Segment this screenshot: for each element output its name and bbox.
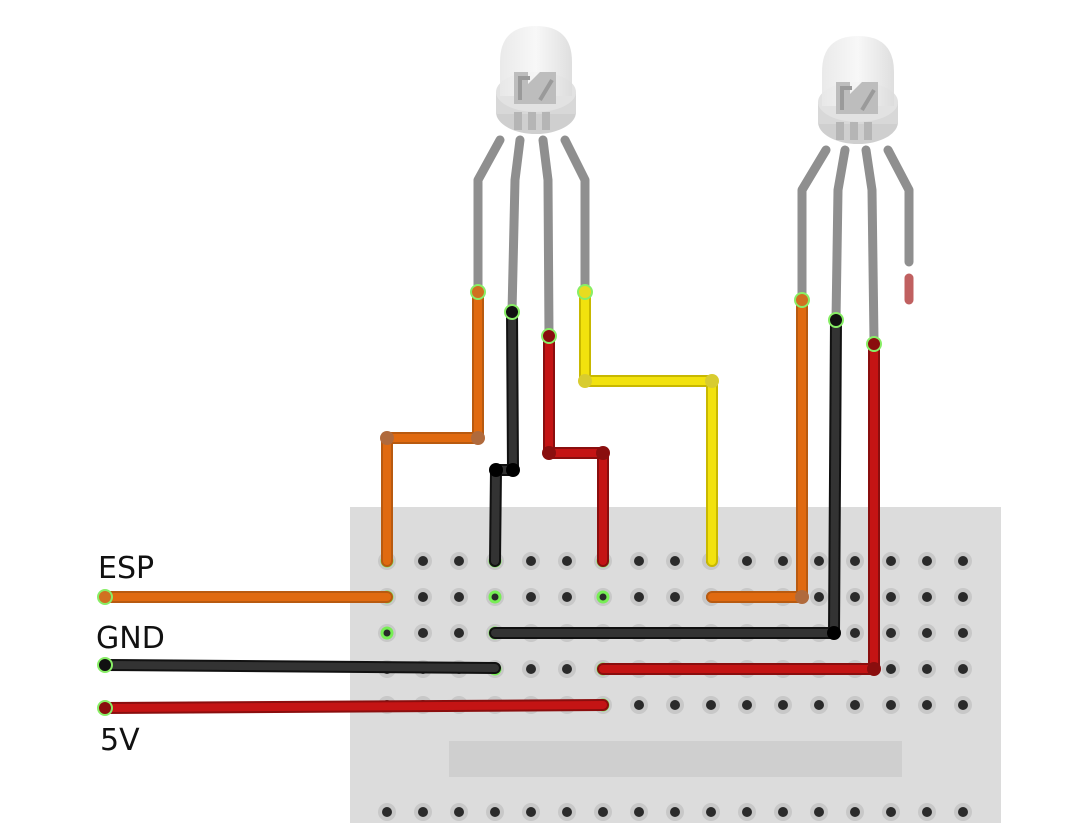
breadboard-hole <box>922 556 932 566</box>
breadboard-hole <box>958 700 968 710</box>
breadboard-hole <box>814 556 824 566</box>
breadboard-hole <box>850 700 860 710</box>
led-2-leg-1 <box>797 145 831 305</box>
led-2-leg-2 <box>831 145 850 325</box>
breadboard-hole <box>526 807 536 817</box>
rgb-led-2 <box>797 36 914 345</box>
breadboard-hole <box>382 807 392 817</box>
breadboard-hole <box>958 592 968 602</box>
breadboard-hole <box>742 556 752 566</box>
breadboard-hole <box>634 807 644 817</box>
breadboard-hole <box>850 628 860 638</box>
led-2-leg-3 <box>861 145 879 345</box>
breadboard-hole <box>562 592 572 602</box>
breadboard-hole <box>958 807 968 817</box>
breadboard-hole <box>922 628 932 638</box>
breadboard-hole <box>922 700 932 710</box>
breadboard-hole <box>598 807 608 817</box>
breadboard-center-channel <box>449 741 902 777</box>
breadboard-hole <box>922 592 932 602</box>
breadboard-hole <box>742 700 752 710</box>
breadboard-hole <box>454 592 464 602</box>
breadboard-hole <box>886 664 896 674</box>
breadboard-hole <box>922 807 932 817</box>
led-2-leg-4 <box>883 145 914 267</box>
breadboard-hole <box>380 626 394 640</box>
breadboard-hole <box>922 664 932 674</box>
gnd-label: GND <box>96 621 165 656</box>
breadboard-hole <box>958 664 968 674</box>
breadboard-hole <box>418 807 428 817</box>
breadboard-hole <box>850 592 860 602</box>
led-1-leg-2 <box>507 135 525 317</box>
breadboard-hole <box>526 556 536 566</box>
breadboard-hole <box>490 807 500 817</box>
breadboard-hole <box>454 556 464 566</box>
breadboard-hole <box>886 592 896 602</box>
breadboard-hole <box>778 700 788 710</box>
breadboard-hole <box>634 700 644 710</box>
breadboard-hole <box>562 556 572 566</box>
breadboard-hole <box>454 807 464 817</box>
breadboard-hole <box>418 628 428 638</box>
breadboard-hole <box>814 807 824 817</box>
breadboard-hole <box>886 807 896 817</box>
led-1-leg-1 <box>473 135 505 297</box>
breadboard-hole <box>418 592 428 602</box>
breadboard-hole <box>526 664 536 674</box>
breadboard-hole <box>488 590 502 604</box>
rgb-led-1 <box>473 26 590 341</box>
breadboard-hole <box>886 628 896 638</box>
esp-label: ESP <box>98 551 155 586</box>
wire-endpoints <box>97 284 882 716</box>
5v-label: 5V <box>100 723 140 758</box>
breadboard-hole <box>670 556 680 566</box>
breadboard-hole <box>670 807 680 817</box>
led-1-leg-4 <box>560 135 590 297</box>
breadboard-hole <box>634 592 644 602</box>
breadboard-hole <box>778 556 788 566</box>
breadboard-hole <box>706 700 716 710</box>
breadboard-hole <box>850 556 860 566</box>
breadboard-hole <box>526 592 536 602</box>
breadboard-hole <box>958 556 968 566</box>
breadboard-hole <box>454 628 464 638</box>
breadboard-hole <box>596 590 610 604</box>
breadboard-hole <box>562 807 572 817</box>
breadboard-hole <box>886 556 896 566</box>
breadboard-hole <box>706 807 716 817</box>
breadboard-hole <box>562 664 572 674</box>
breadboard-hole <box>742 807 752 817</box>
breadboard-hole <box>634 556 644 566</box>
breadboard-hole <box>814 700 824 710</box>
breadboard-hole <box>850 807 860 817</box>
breadboard-hole <box>886 700 896 710</box>
breadboard-hole <box>418 556 428 566</box>
breadboard-hole <box>814 592 824 602</box>
led-1-leg-3 <box>538 135 554 341</box>
breadboard-hole <box>670 700 680 710</box>
breadboard-hole <box>958 628 968 638</box>
breadboard-hole <box>778 807 788 817</box>
breadboard-hole <box>670 592 680 602</box>
